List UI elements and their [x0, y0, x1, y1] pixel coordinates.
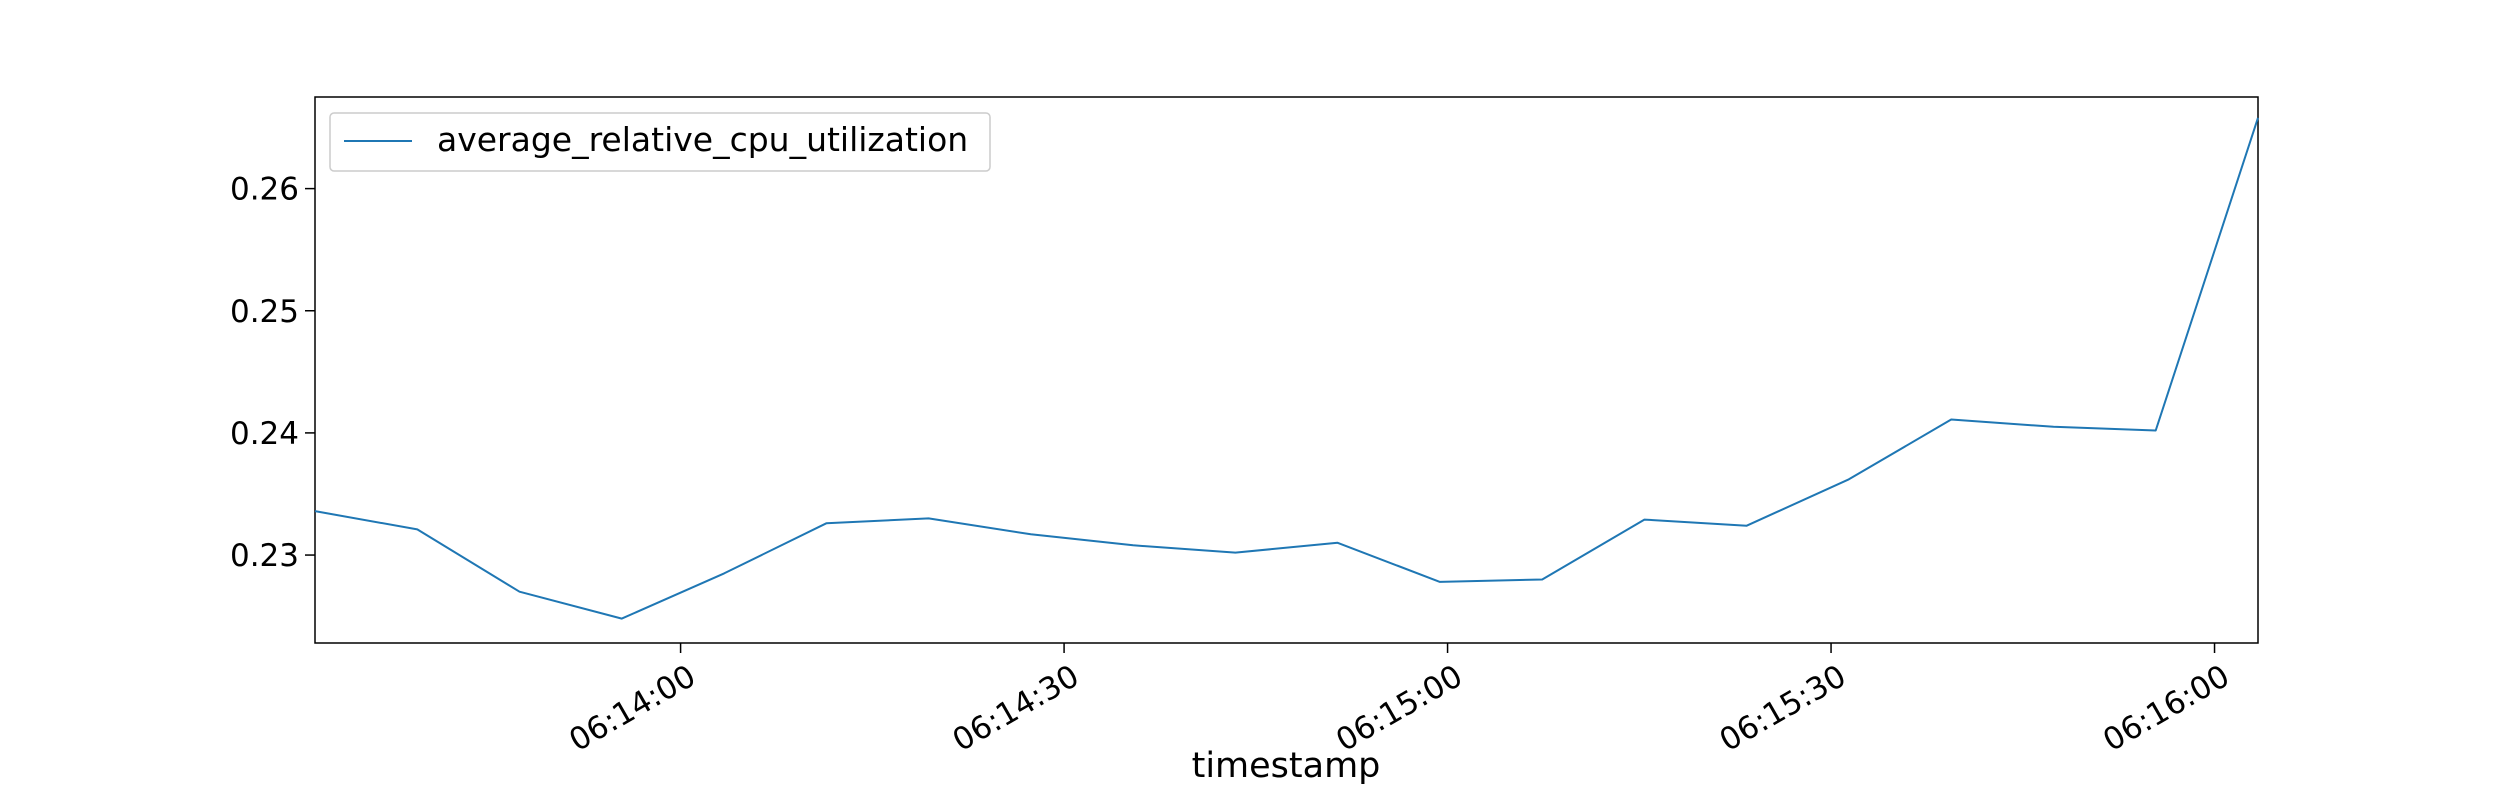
legend-label: average_relative_cpu_utilization — [437, 120, 968, 159]
legend: average_relative_cpu_utilization — [330, 113, 990, 171]
x-tick-label: 06:16:00 — [2097, 658, 2236, 759]
x-axis-label: timestamp — [1192, 746, 1381, 786]
y-tick-label: 0.24 — [230, 416, 299, 452]
x-tick-label: 06:15:30 — [1714, 658, 1853, 759]
plot-frame — [315, 97, 2258, 643]
x-tick-label: 06:14:30 — [947, 658, 1086, 759]
y-tick-label: 0.25 — [230, 294, 299, 330]
x-tick-label: 06:14:00 — [563, 658, 702, 759]
x-tick-label: 06:15:00 — [1330, 658, 1469, 759]
y-tick-label: 0.26 — [230, 172, 299, 208]
series-line-average-relative-cpu-utilization — [315, 118, 2258, 619]
y-tick-label: 0.23 — [230, 538, 299, 574]
